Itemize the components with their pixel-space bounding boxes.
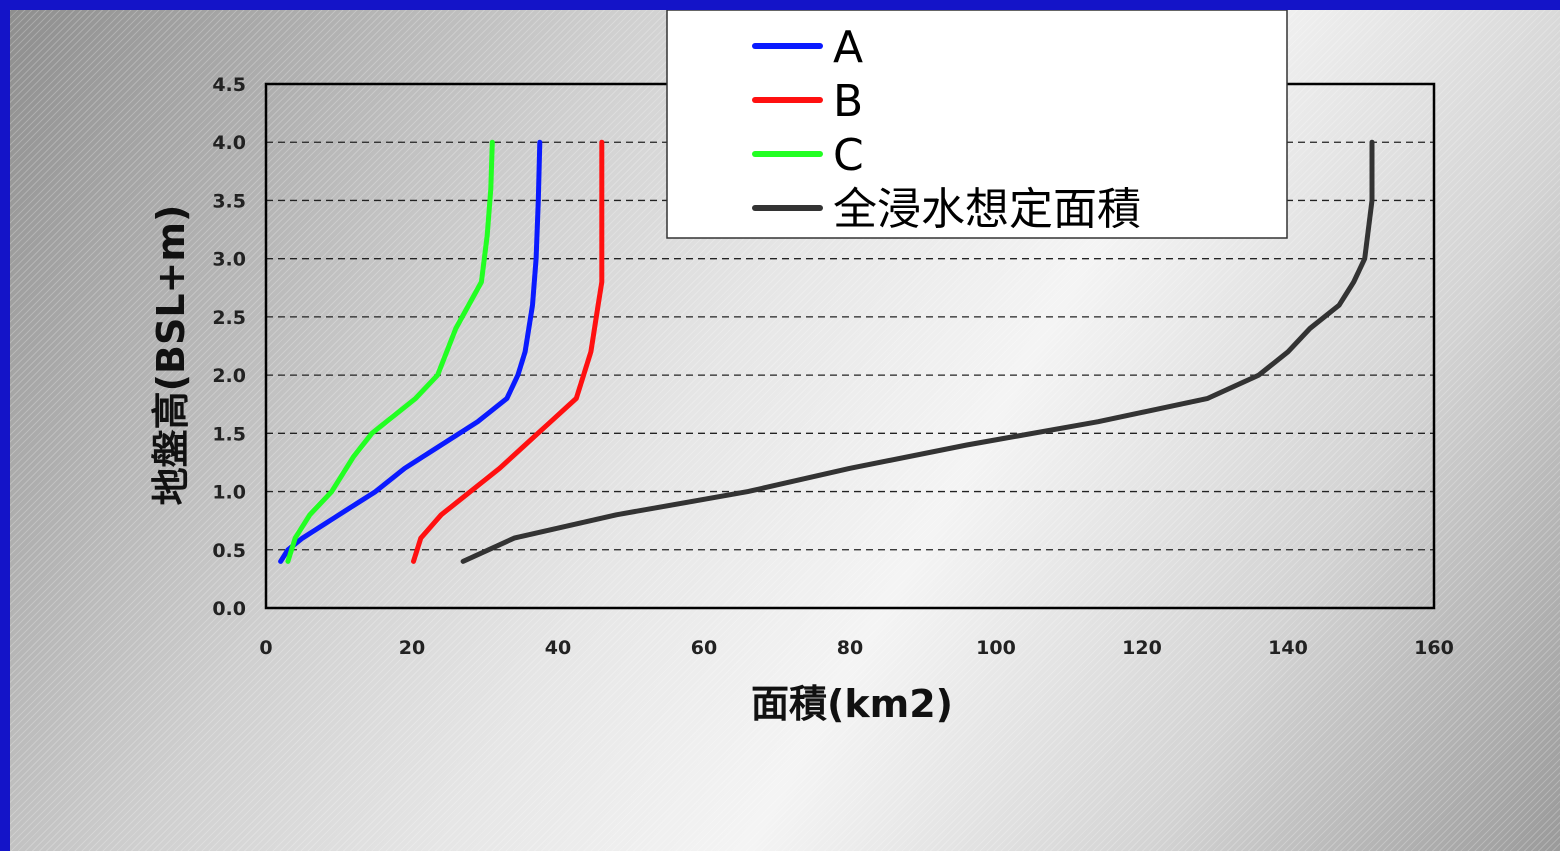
y-tick-label: 4.5 — [212, 74, 246, 96]
series-layer — [278, 139, 1375, 564]
x-tick-label: 140 — [1268, 637, 1308, 659]
y-tick-label: 1.0 — [212, 482, 246, 504]
x-tick-label: 80 — [837, 637, 863, 659]
x-tick-label: 0 — [259, 637, 272, 659]
y-tick-labels: 0.0 0.5 1.0 1.5 2.0 2.5 3.0 3.5 4.0 4.5 — [212, 74, 246, 620]
x-tick-labels: 0 20 40 60 80 100 120 140 160 — [259, 637, 1453, 659]
chart: 0 20 40 60 80 100 120 140 160 0.0 0.5 1.0 1.5 2.0 2.5… — [149, 10, 1454, 726]
y-tick-label: 2.5 — [212, 307, 246, 329]
x-tick-label: 40 — [545, 637, 571, 659]
legend-label-1: B — [833, 76, 863, 127]
x-tick-label: 100 — [976, 637, 1016, 659]
legend-label-2: C — [833, 130, 864, 181]
legend-label-3: 全浸水想定面積 — [833, 184, 1141, 235]
series-line-0 — [278, 139, 543, 564]
slide-background: 0 20 40 60 80 100 120 140 160 0.0 0.5 1.0 1.5 2.0 2.5… — [10, 10, 1560, 851]
y-tick-label: 1.5 — [212, 423, 246, 445]
series-line-1 — [411, 139, 605, 564]
x-tick-label: 160 — [1414, 637, 1454, 659]
y-axis-title: 地盤高(BSL+m) — [149, 205, 193, 506]
y-tick-label: 3.0 — [212, 249, 246, 271]
x-tick-label: 60 — [691, 637, 717, 659]
x-tick-label: 20 — [399, 637, 425, 659]
legend-label-0: A — [833, 22, 863, 73]
x-tick-label: 120 — [1122, 637, 1162, 659]
y-tick-label: 2.0 — [212, 365, 246, 387]
y-tick-label: 0.5 — [212, 540, 246, 562]
x-axis-title: 面積(km2) — [751, 682, 953, 726]
legend-box — [666, 10, 1288, 239]
series-line-2 — [285, 139, 495, 564]
y-tick-label: 4.0 — [212, 132, 246, 154]
y-tick-label: 0.0 — [212, 598, 246, 620]
series-line-3 — [460, 139, 1375, 564]
y-tick-label: 3.5 — [212, 190, 246, 212]
